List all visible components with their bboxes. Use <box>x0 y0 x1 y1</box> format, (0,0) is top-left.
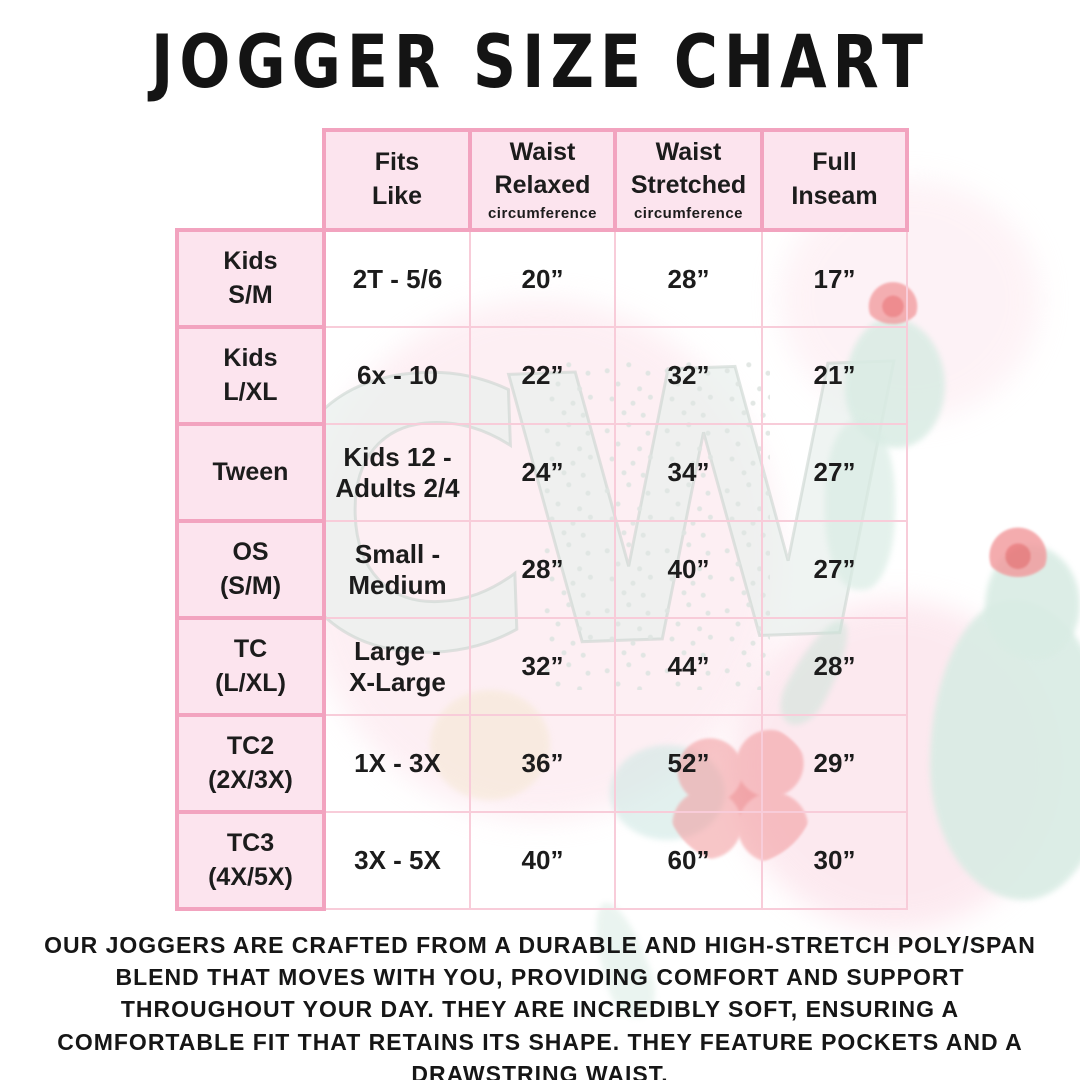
table-row: TC2 (2X/3X) 1X - 3X 36” 52” 29” <box>175 713 908 814</box>
full-inseam-cell: 29” <box>761 714 908 813</box>
table-row: Kids L/XL 6x - 10 22” 32” 21” <box>175 325 908 426</box>
corner-cell <box>177 130 324 230</box>
full-inseam-cell: 27” <box>761 423 908 522</box>
column-header-label: Waist Stretched <box>630 137 747 200</box>
fits-like-cell: 3X - 5X <box>323 811 471 910</box>
table-row: Tween Kids 12 - Adults 2/4 24” 34” 27” <box>175 422 908 523</box>
fits-like-cell: 6x - 10 <box>323 326 471 425</box>
waist-relaxed-cell: 28” <box>469 520 616 619</box>
flower-icon <box>985 525 1051 577</box>
table-header-row: Fits Like Waist Relaxed circumference Wai… <box>177 128 909 232</box>
waist-relaxed-cell: 32” <box>469 617 616 716</box>
table-row: TC3 (4X/5X) 3X - 5X 40” 60” 30” <box>175 810 908 911</box>
full-inseam-cell: 27” <box>761 520 908 619</box>
full-inseam-cell: 30” <box>761 811 908 910</box>
waist-stretched-cell: 28” <box>614 229 763 328</box>
size-label-cell: Kids L/XL <box>175 325 326 426</box>
waist-stretched-cell: 40” <box>614 520 763 619</box>
fits-like-cell: 2T - 5/6 <box>323 229 471 328</box>
column-header-full-inseam: Full Inseam <box>760 128 909 232</box>
product-description: OUR JOGGERS ARE CRAFTED FROM A DURABLE A… <box>44 932 1036 1080</box>
size-label-cell: TC3 (4X/5X) <box>175 810 326 911</box>
table-row: TC (L/XL) Large - X-Large 32” 44” 28” <box>175 616 908 717</box>
size-chart-table: Fits Like Waist Relaxed circumference Wai… <box>175 128 909 911</box>
waist-stretched-cell: 60” <box>614 811 763 910</box>
waist-stretched-cell: 52” <box>614 714 763 813</box>
size-label-cell: OS (S/M) <box>175 519 326 620</box>
full-inseam-cell: 17” <box>761 229 908 328</box>
column-header-label: Waist Relaxed <box>494 137 591 200</box>
table-row: OS (S/M) Small - Medium 28” 40” 27” <box>175 519 908 620</box>
size-label-cell: Tween <box>175 422 326 523</box>
size-label-cell: TC2 (2X/3X) <box>175 713 326 814</box>
column-header-waist-stretched: Waist Stretched circumference <box>613 128 764 232</box>
column-header-fits-like: Fits Like <box>322 128 472 232</box>
waist-relaxed-cell: 24” <box>469 423 616 522</box>
waist-relaxed-cell: 36” <box>469 714 616 813</box>
size-label-cell: Kids S/M <box>175 228 326 329</box>
column-header-subtitle: circumference <box>633 205 744 223</box>
fits-like-cell: Kids 12 - Adults 2/4 <box>323 423 471 522</box>
full-inseam-cell: 28” <box>761 617 908 716</box>
column-header-label: Full Inseam <box>791 148 878 210</box>
column-header-label: Fits Like <box>371 148 423 210</box>
column-header-waist-relaxed: Waist Relaxed circumference <box>468 128 617 232</box>
waist-stretched-cell: 44” <box>614 617 763 716</box>
waist-stretched-cell: 34” <box>614 423 763 522</box>
size-label-cell: TC (L/XL) <box>175 616 326 717</box>
table-row: Kids S/M 2T - 5/6 20” 28” 17” <box>175 228 908 329</box>
fits-like-cell: Small - Medium <box>323 520 471 619</box>
waist-relaxed-cell: 40” <box>469 811 616 910</box>
full-inseam-cell: 21” <box>761 326 908 425</box>
waist-relaxed-cell: 20” <box>469 229 616 328</box>
fits-like-cell: 1X - 3X <box>323 714 471 813</box>
page-title: JOGGER SIZE CHART <box>151 20 929 106</box>
fits-like-cell: Large - X-Large <box>323 617 471 716</box>
waist-relaxed-cell: 22” <box>469 326 616 425</box>
waist-stretched-cell: 32” <box>614 326 763 425</box>
column-header-subtitle: circumference <box>487 205 598 223</box>
